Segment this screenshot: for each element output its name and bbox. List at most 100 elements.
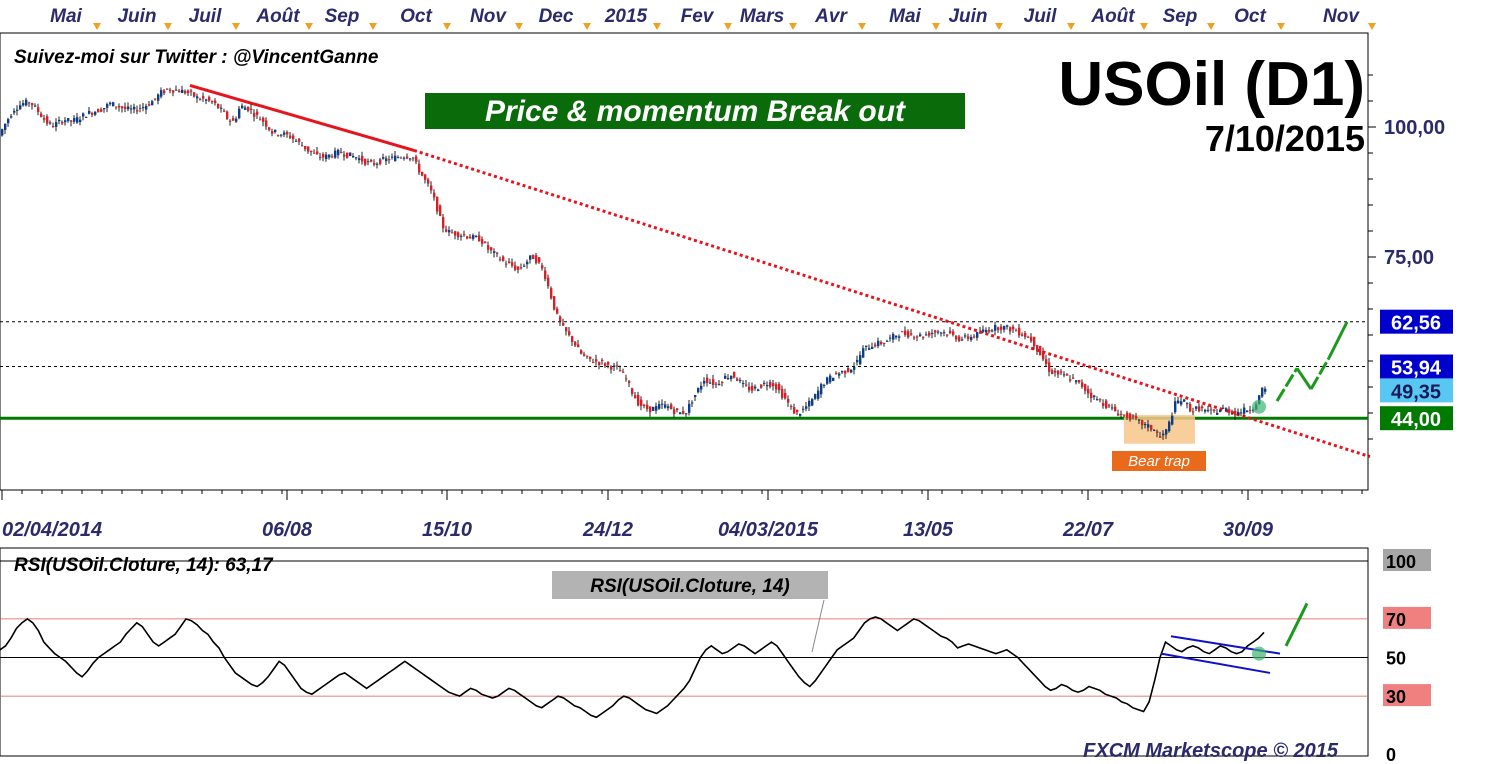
- horizontal-levels: [0, 321, 1368, 420]
- candle-body: [1222, 407, 1225, 409]
- candle-body: [1018, 327, 1021, 336]
- candle-body: [451, 232, 454, 234]
- candle-body: [415, 156, 418, 162]
- candle-body: [742, 383, 745, 385]
- candle-body: [1099, 399, 1102, 401]
- month-label: Juil: [189, 6, 222, 27]
- date-label: 22/07: [1062, 519, 1114, 541]
- candle-body: [307, 146, 310, 152]
- candle-body: [1090, 392, 1093, 399]
- candle-body: [640, 399, 643, 407]
- trendline-extension: [413, 148, 1371, 459]
- candle-body: [1132, 415, 1135, 417]
- candle-body: [322, 154, 325, 158]
- candle-body: [340, 151, 343, 153]
- candle-body: [409, 158, 412, 160]
- candle-body: [808, 400, 811, 407]
- candle-body: [556, 308, 559, 314]
- candle-body: [580, 350, 583, 354]
- candle-body: [25, 99, 28, 106]
- candle-body: [688, 403, 691, 413]
- month-marker: [1368, 23, 1376, 30]
- candle-body: [319, 157, 322, 159]
- candle-body: [295, 140, 298, 142]
- candle-body: [1210, 409, 1213, 411]
- candle-body: [505, 263, 508, 265]
- candle-body: [1093, 395, 1096, 398]
- rsi-panel: RSI(USOil.Cloture, 14): 63,17 RSI(USOil.…: [0, 547, 1431, 764]
- candle-body: [304, 145, 307, 150]
- candle-body: [241, 105, 244, 109]
- candle-body: [1231, 411, 1234, 413]
- candle-body: [484, 241, 487, 243]
- candle-body: [793, 407, 796, 414]
- candle-body: [493, 251, 496, 253]
- candle-body: [1045, 359, 1048, 364]
- candle-body: [106, 104, 109, 108]
- candle-body: [1042, 351, 1045, 360]
- candle-body: [601, 359, 604, 362]
- candle-body: [1213, 409, 1216, 411]
- candle-body: [460, 235, 463, 237]
- candle-body: [955, 336, 958, 340]
- candle-body: [325, 154, 328, 160]
- candle-body: [613, 365, 616, 367]
- candle-body: [1258, 395, 1261, 405]
- candle-body: [958, 336, 961, 341]
- candle-body: [1033, 336, 1036, 347]
- month-label: Fev: [681, 6, 715, 27]
- candle-body: [190, 90, 193, 92]
- candle-body: [202, 96, 205, 99]
- month-marker: [305, 23, 313, 30]
- month-label: Avr: [814, 6, 848, 27]
- candle-body: [247, 106, 250, 111]
- candle-body: [1051, 370, 1054, 374]
- candle-body: [301, 145, 304, 147]
- candle-body: [1075, 380, 1078, 383]
- candle-body: [1243, 407, 1246, 414]
- rsi-series-tag: [552, 571, 828, 599]
- level-tag: [1380, 406, 1453, 431]
- candle-body: [1153, 430, 1156, 432]
- month-label: Nov: [470, 6, 507, 27]
- candle-body: [1039, 345, 1042, 356]
- candle-body: [1174, 401, 1177, 413]
- candle-body: [1063, 374, 1066, 376]
- candle-body: [859, 355, 862, 365]
- candle-body: [1030, 336, 1033, 342]
- candle-body: [496, 252, 499, 254]
- candle-body: [1003, 326, 1006, 330]
- rsi-channel: [1160, 602, 1309, 674]
- candle-body: [643, 404, 646, 406]
- candle-body: [232, 118, 235, 121]
- rsi-tick-tag: [1383, 549, 1431, 571]
- candle-body: [511, 262, 514, 266]
- candle-body: [193, 92, 196, 97]
- candle-body: [637, 394, 640, 406]
- candle-body: [58, 119, 61, 122]
- candle-body: [238, 108, 241, 119]
- rsi-tick-label: 100: [1386, 552, 1416, 572]
- rsi-breakout-marker: [1252, 646, 1266, 661]
- candle-body: [610, 366, 613, 370]
- month-label: Juil: [1024, 6, 1057, 27]
- candle-body: [979, 331, 982, 334]
- candle-body: [925, 334, 928, 336]
- candle-body: [121, 106, 124, 109]
- candle-body: [670, 404, 673, 410]
- candle-body: [835, 372, 838, 374]
- candle-body: [34, 105, 37, 107]
- candle-body: [274, 129, 277, 133]
- candle-body: [463, 234, 466, 236]
- candle-body: [151, 101, 154, 106]
- candle-body: [184, 91, 187, 94]
- candle-body: [169, 89, 172, 91]
- candle-body: [1150, 425, 1153, 430]
- rsi-tick-label: 50: [1386, 649, 1406, 669]
- candle-body: [472, 235, 475, 239]
- candle-body: [667, 406, 670, 409]
- candle-body: [661, 403, 664, 405]
- candle-body: [937, 331, 940, 333]
- date-label: 04/03/2015: [718, 519, 819, 541]
